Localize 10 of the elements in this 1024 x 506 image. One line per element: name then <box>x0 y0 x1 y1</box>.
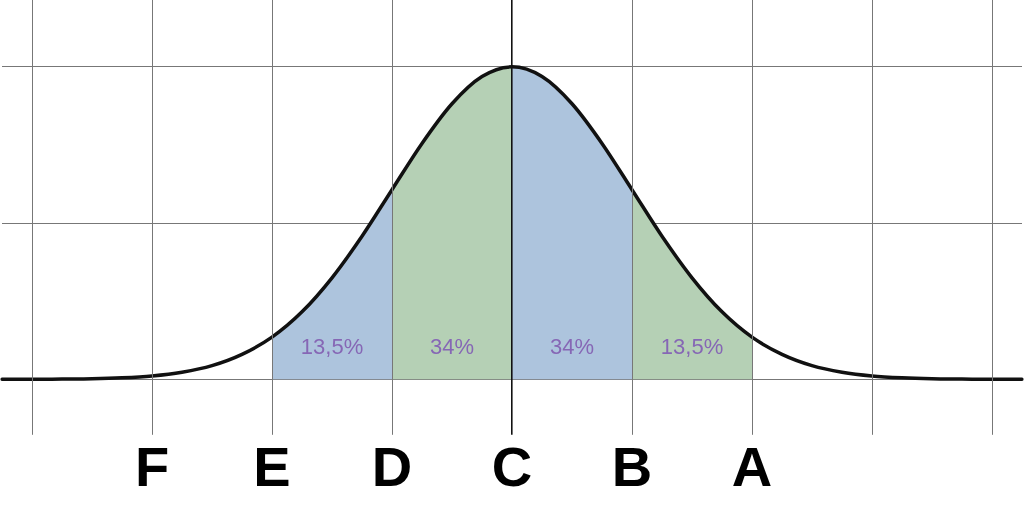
x-tick-label: D <box>371 434 413 498</box>
x-tick-label: E <box>253 434 291 498</box>
x-tick-label: B <box>611 434 653 498</box>
x-tick-label: A <box>731 434 773 498</box>
series-label: 34% <box>549 334 595 360</box>
x-tick-label: C <box>491 434 533 498</box>
series-label: 13,5% <box>660 334 724 360</box>
series-label: 34% <box>429 334 475 360</box>
series-label: 13,5% <box>300 334 364 360</box>
x-tick-label: F <box>134 434 170 498</box>
